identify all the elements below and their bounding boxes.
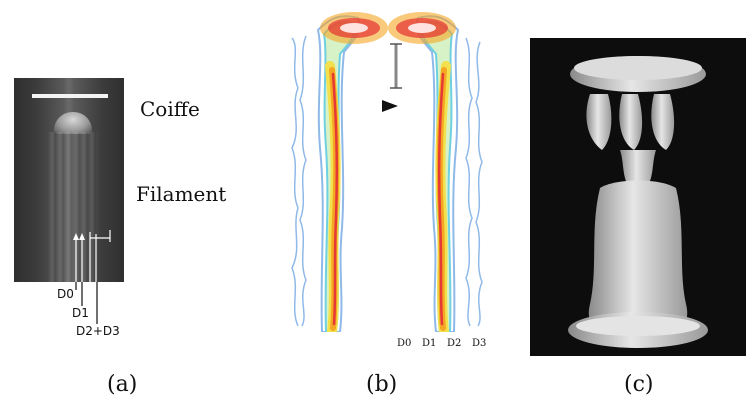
label-filament: Filament	[136, 182, 227, 206]
label-coiffe: Coiffe	[140, 97, 200, 121]
caption-c: (c)	[624, 372, 654, 397]
contour-map-panel-b	[291, 12, 483, 332]
arrowhead-marker	[382, 100, 398, 112]
cap-region	[54, 112, 92, 134]
panel-a-label-leaders	[75, 282, 98, 324]
label-d1-b: D1	[422, 338, 437, 349]
label-d1-a: D1	[72, 306, 89, 320]
scale-bar	[32, 94, 108, 98]
caption-a: (a)	[107, 372, 138, 397]
label-d3-b: D3	[472, 338, 487, 349]
label-d0-b: D0	[397, 338, 412, 349]
caption-b: (b)	[366, 372, 398, 397]
panel-a-annotations	[73, 230, 111, 282]
label-d2d3-a: D2+D3	[76, 324, 120, 338]
label-d0-a: D0	[57, 287, 74, 301]
3d-reconstruction-panel-c	[530, 38, 746, 356]
label-d2-b: D2	[447, 338, 462, 349]
micrograph-panel-a	[14, 78, 124, 282]
